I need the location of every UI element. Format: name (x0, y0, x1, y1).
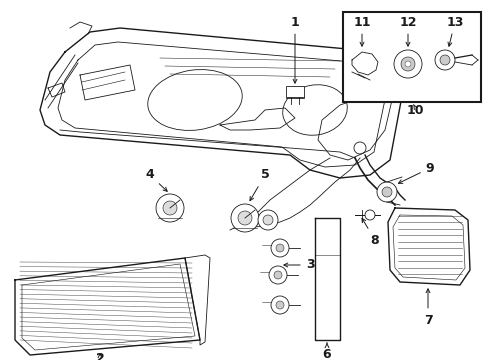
Circle shape (263, 215, 273, 225)
Text: 2: 2 (96, 351, 104, 360)
Text: 6: 6 (323, 343, 331, 360)
Polygon shape (15, 258, 200, 355)
Text: 12: 12 (399, 15, 417, 46)
Circle shape (365, 210, 375, 220)
Circle shape (276, 301, 284, 309)
Text: 7: 7 (424, 289, 432, 327)
Circle shape (405, 61, 411, 67)
Text: 1: 1 (291, 15, 299, 83)
Circle shape (271, 296, 289, 314)
Text: 3: 3 (284, 258, 314, 271)
Circle shape (377, 182, 397, 202)
Circle shape (156, 194, 184, 222)
Circle shape (435, 50, 455, 70)
Circle shape (382, 187, 392, 197)
Circle shape (231, 204, 259, 232)
Circle shape (163, 201, 177, 215)
Circle shape (271, 239, 289, 257)
Text: 13: 13 (446, 15, 464, 46)
Text: 10: 10 (406, 104, 424, 117)
Circle shape (238, 211, 252, 225)
Text: 11: 11 (353, 15, 371, 46)
FancyBboxPatch shape (286, 86, 304, 98)
Circle shape (440, 55, 450, 65)
Bar (343, 12, 481, 102)
Polygon shape (388, 208, 470, 285)
Circle shape (276, 244, 284, 252)
Circle shape (269, 266, 287, 284)
Circle shape (394, 50, 422, 78)
Circle shape (274, 271, 282, 279)
Text: 4: 4 (146, 168, 167, 191)
Circle shape (258, 210, 278, 230)
Circle shape (401, 57, 415, 71)
Text: 8: 8 (362, 218, 379, 247)
Text: 5: 5 (250, 168, 270, 201)
Text: 9: 9 (398, 162, 434, 183)
